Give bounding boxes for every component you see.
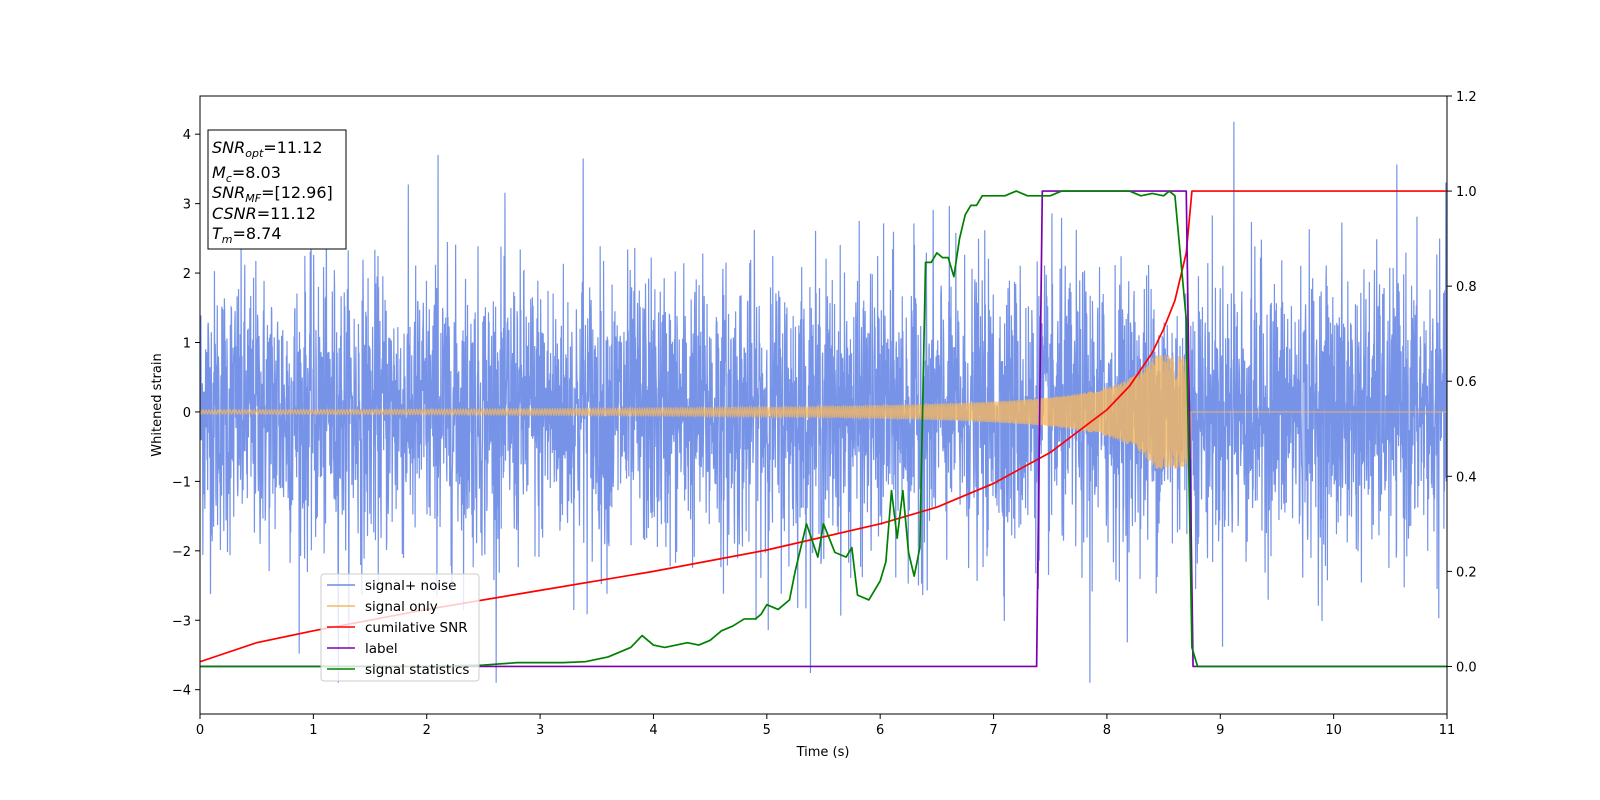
info-snr-mf-value: =[12.96]	[261, 183, 333, 202]
legend-label-label: label	[365, 641, 398, 657]
x-tick-label: 9	[1216, 723, 1224, 738]
x-axis-ticks: 0 1 2 3 4 5 6 7 8 9 10 11	[196, 714, 1455, 738]
info-mc-value: =8.03	[232, 163, 281, 182]
x-tick-label: 0	[196, 723, 204, 738]
info-box-frame	[207, 129, 347, 250]
legend-label-signal-noise: signal+ noise	[365, 578, 456, 594]
y-left-tick-label: 4	[183, 128, 191, 143]
y-left-tick-label: −4	[172, 684, 191, 699]
info-snr-opt: SNRopt=11.12	[212, 138, 323, 160]
x-tick-label: 11	[1439, 723, 1456, 738]
info-mc: Mc=8.03	[212, 163, 281, 185]
x-tick-label: 10	[1325, 723, 1342, 738]
info-tm: Tm=8.74	[212, 224, 282, 246]
x-tick-label: 4	[649, 723, 657, 738]
info-csnr: CSNR=11.12	[212, 204, 316, 223]
x-tick-label: 3	[536, 723, 544, 738]
x-axis-label: Time (s)	[796, 745, 850, 760]
series-signal-only	[200, 354, 1447, 469]
y-left-tick-label: 2	[183, 267, 191, 282]
y-left-tick-label: 1	[183, 337, 191, 352]
legend-frame	[320, 573, 480, 682]
x-tick-label: 7	[989, 723, 997, 738]
y-left-tick-label: 3	[183, 198, 191, 213]
y-right-tick-label: 1.2	[1456, 90, 1477, 105]
y-right-tick-label: 0.2	[1456, 565, 1477, 580]
legend: signal+ noise signal only cumilative SNR…	[320, 573, 480, 682]
x-tick-label: 5	[763, 723, 771, 738]
y-left-tick-label: 0	[183, 406, 191, 421]
y-left-tick-label: −3	[172, 614, 191, 629]
x-tick-label: 2	[423, 723, 431, 738]
x-tick-label: 8	[1103, 723, 1111, 738]
y-right-tick-label: 0.6	[1456, 375, 1477, 390]
legend-label-cumulative-snr: cumilative SNR	[365, 620, 468, 636]
y-axis-label: Whitened strain	[150, 353, 165, 456]
y-axis-right-ticks: 0.0 0.2 0.4 0.6 0.8 1.0 1.2	[1447, 90, 1477, 675]
legend-label-signal-statistics: signal statistics	[365, 662, 469, 678]
y-right-tick-label: 0.8	[1456, 280, 1477, 295]
y-right-tick-label: 0.0	[1456, 660, 1477, 675]
series-signal-statistics	[200, 190, 1447, 668]
plot-frame	[199, 95, 1448, 715]
info-snr-opt-value: =11.12	[263, 138, 322, 157]
legend-label-signal-only: signal only	[365, 599, 438, 615]
info-tm-value: =8.74	[233, 224, 282, 243]
info-csnr-value: =11.12	[257, 204, 316, 223]
y-axis-left-ticks: −4 −3 −2 −1 0 1 2 3 4	[172, 128, 200, 699]
y-left-tick-label: −1	[172, 475, 191, 490]
x-tick-label: 6	[876, 723, 884, 738]
y-right-tick-label: 1.0	[1456, 185, 1477, 200]
y-right-tick-label: 0.4	[1456, 470, 1477, 485]
y-left-tick-label: −2	[172, 545, 191, 560]
x-tick-label: 1	[309, 723, 317, 738]
info-snr-mf: SNRMF=[12.96]	[212, 183, 333, 205]
info-box: SNRopt=11.12 Mc=8.03 SNRMF=[12.96] CSNR=…	[207, 129, 347, 250]
